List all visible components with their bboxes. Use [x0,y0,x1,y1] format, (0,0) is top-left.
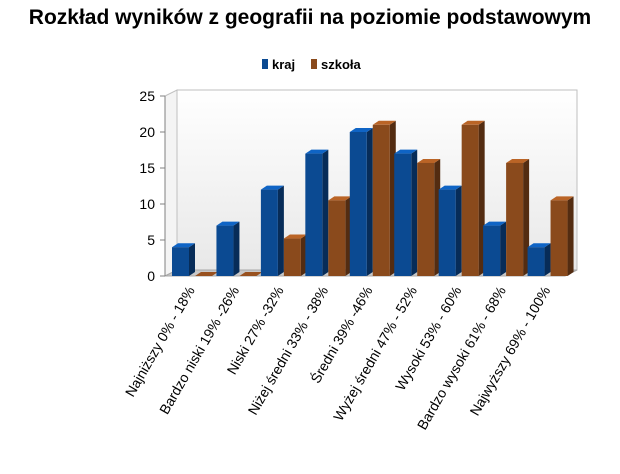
x-tick-label-5: Wyżej średni 47% - 52% [330,284,420,424]
y-tick-label: 15 [139,160,155,176]
bar-szkoła-2 [283,234,307,276]
bar-szkoła-3 [328,196,352,276]
bar-front [260,189,278,276]
bar-front [417,162,435,276]
bar-top [195,272,218,276]
bar-top [260,185,284,190]
bar-front [461,124,479,276]
bar-kraj-8 [527,243,551,276]
y-tick-label: 5 [147,232,155,248]
x-tick-label-8: Najwyższy 69% - 100% [466,284,553,419]
bar-top [172,243,195,248]
bar-side [523,158,530,276]
bar-side [455,185,462,276]
y-tick-label: 25 [139,88,155,104]
bar-top [417,158,441,163]
bar-front [305,153,323,276]
bar-top [372,120,396,125]
bar-side [189,243,195,276]
bar-kraj-5 [394,149,418,276]
bar-side [322,149,329,276]
bar-top [461,120,485,125]
legend-label-0: kraj [272,57,295,72]
bar-front [328,200,346,276]
bar-side [366,128,373,276]
bar-front [283,238,301,276]
legend-label-1: szkoła [321,57,362,72]
bar-szkoła-4 [372,120,396,276]
bar-kraj-7 [483,221,507,276]
legend-swatch-1 [311,59,317,69]
bar-side [411,149,418,276]
bar-kraj-1 [216,221,240,276]
x-tick-label-1: Bardzo niski 19% -26% [156,284,242,417]
bar-side [544,243,551,276]
bar-szkoła-8 [550,196,574,276]
bar-top [394,149,418,154]
bar-top [283,234,307,239]
bar-top [483,221,507,226]
bar-front [349,132,367,276]
legend: kraj szkoła [262,57,362,72]
bar-top [550,196,574,201]
bar-top [328,196,352,201]
bars-layer [172,120,574,276]
bar-top [239,272,263,276]
bar-front [172,247,189,276]
x-tick-label-3: Niżej średni 33% - 38% [245,284,332,418]
y-tick-label: 0 [147,268,155,284]
bar-front [438,189,456,276]
bar-front [527,247,545,276]
bar-top [305,149,329,154]
bar-front [506,162,524,276]
bar-kraj-0 [172,243,195,276]
bar-top [349,128,373,132]
x-tick-label-7: Bardzo wysoki 61% - 68% [414,284,509,433]
bar-side [233,221,240,276]
y-tick-label: 10 [139,196,155,212]
legend-swatch-0 [262,59,268,69]
bar-kraj-2 [260,185,284,276]
bar-front [394,153,412,276]
bar-kraj-3 [305,149,329,276]
x-tick-labels: Najniższy 0% - 18%Bardzo niski 19% -26%N… [122,283,554,432]
bar-front [372,124,390,276]
bar-szkoła-7 [506,158,530,276]
bar-top [438,185,462,190]
bar-top [216,221,240,226]
bar-szkoła-6 [461,120,485,276]
bar-top [506,158,530,163]
bar-szkoła-0 [195,272,218,276]
bar-top [527,243,551,248]
bar-front [216,225,234,276]
bar-front [483,225,501,276]
chart-title: Rozkład wyników z geografii na poziomie … [28,6,592,29]
bar-kraj-4 [349,128,373,276]
bar-front [550,200,568,276]
bar-kraj-6 [438,185,462,276]
y-tick-label: 20 [139,124,155,140]
bar-szkoła-1 [239,272,263,276]
bar-side [500,221,507,276]
bar-szkoła-5 [417,158,441,276]
bar-side [277,185,284,276]
bar-side [567,196,574,276]
